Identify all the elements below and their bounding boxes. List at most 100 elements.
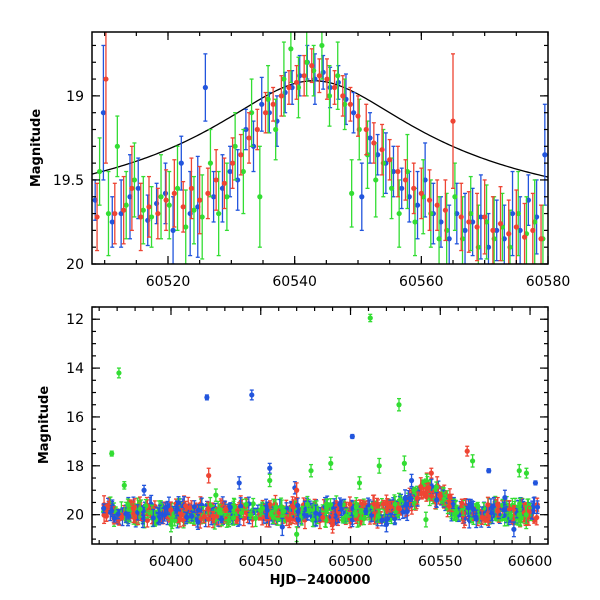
- band-point: [270, 510, 276, 525]
- data-point: [418, 190, 424, 196]
- data-point: [275, 516, 281, 522]
- band-point: [304, 495, 311, 514]
- data-point: [433, 484, 439, 490]
- band-point: [450, 499, 456, 510]
- data-point: [331, 84, 338, 91]
- data-point: [214, 513, 220, 519]
- data-point: [367, 135, 373, 141]
- data-point: [358, 509, 364, 515]
- series-0-point: [118, 179, 124, 248]
- series-2-point: [530, 192, 536, 264]
- y-tick-label: 19.5: [53, 173, 84, 189]
- top-plot-area: [92, 32, 548, 264]
- band-point: [109, 505, 115, 517]
- series-2-point: [230, 137, 236, 189]
- series-2-point: [450, 53, 456, 189]
- band-point: [210, 510, 216, 521]
- series-1-point: [207, 128, 214, 198]
- series-2-point: [188, 157, 195, 220]
- series-0-point: [462, 192, 468, 264]
- data-point: [307, 507, 313, 513]
- series-1-point: [326, 64, 333, 127]
- data-point: [286, 84, 292, 91]
- series-1-point: [273, 98, 279, 161]
- series-1-point: [158, 154, 164, 240]
- data-point: [517, 501, 523, 507]
- data-point: [482, 214, 488, 220]
- data-point: [155, 210, 161, 217]
- series-2-point: [94, 182, 100, 252]
- data-point: [105, 210, 112, 217]
- data-point: [109, 508, 115, 514]
- series-2-point: [213, 149, 219, 211]
- band-point: [407, 493, 414, 502]
- data-point: [230, 160, 236, 166]
- data-point: [188, 185, 195, 191]
- data-point: [396, 210, 402, 217]
- data-point: [226, 517, 232, 524]
- data-point: [216, 210, 222, 217]
- y-tick-label: 19: [66, 89, 84, 105]
- data-point: [195, 507, 202, 513]
- data-point: [106, 502, 112, 508]
- data-point: [446, 236, 452, 242]
- series-2-point: [340, 75, 346, 117]
- series-2-point: [513, 189, 519, 264]
- data-point: [257, 194, 263, 200]
- data-point: [224, 194, 230, 200]
- band-point: [320, 512, 326, 523]
- data-point: [392, 516, 398, 522]
- data-point: [387, 157, 393, 163]
- series-2-point: [301, 54, 307, 97]
- series-2-point: [395, 145, 401, 198]
- series-0-point: [235, 149, 241, 211]
- data-point: [191, 207, 197, 213]
- series-2-point: [506, 199, 512, 264]
- data-point: [267, 501, 273, 508]
- series-2-point: [293, 64, 300, 100]
- data-point: [138, 214, 144, 220]
- series-2-point: [180, 180, 186, 233]
- data-point: [131, 177, 138, 183]
- series-0-point: [219, 154, 226, 223]
- data-point: [426, 197, 433, 203]
- data-point: [273, 126, 279, 133]
- data-point: [465, 505, 472, 511]
- series-1-point: [105, 170, 112, 257]
- series-0-point: [509, 170, 516, 257]
- series-0-point: [350, 91, 357, 134]
- data-point: [359, 501, 366, 507]
- series-2-point: [538, 204, 544, 264]
- data-point: [538, 236, 544, 242]
- series-1-point: [216, 170, 222, 257]
- data-point: [227, 504, 233, 510]
- data-point: [158, 194, 164, 200]
- top-axis-ticks: 60520 60540 60560 60580 19 19.5 20: [53, 32, 570, 290]
- series-2-point: [482, 179, 488, 255]
- series-0-point: [100, 44, 106, 181]
- series-2-point: [331, 70, 338, 105]
- band-point: [201, 509, 207, 524]
- data-point: [359, 194, 365, 200]
- series-2-point: [355, 95, 361, 137]
- band-point: [231, 498, 237, 516]
- data-point: [513, 224, 519, 230]
- data-point: [340, 517, 346, 523]
- data-point: [414, 495, 420, 501]
- data-point: [114, 143, 120, 149]
- data-point: [452, 194, 458, 200]
- series-2-point: [270, 86, 276, 122]
- band-point: [157, 504, 163, 524]
- series-2-point: [246, 112, 252, 164]
- data-point: [411, 500, 418, 506]
- data-point: [450, 501, 456, 508]
- band-point: [227, 502, 233, 512]
- series-1-point: [240, 128, 246, 215]
- band-point: [162, 507, 168, 522]
- data-point: [210, 513, 216, 519]
- series-0-point: [359, 162, 365, 232]
- series-2-point: [129, 145, 135, 232]
- data-point: [123, 202, 129, 208]
- series-2-point: [474, 192, 480, 262]
